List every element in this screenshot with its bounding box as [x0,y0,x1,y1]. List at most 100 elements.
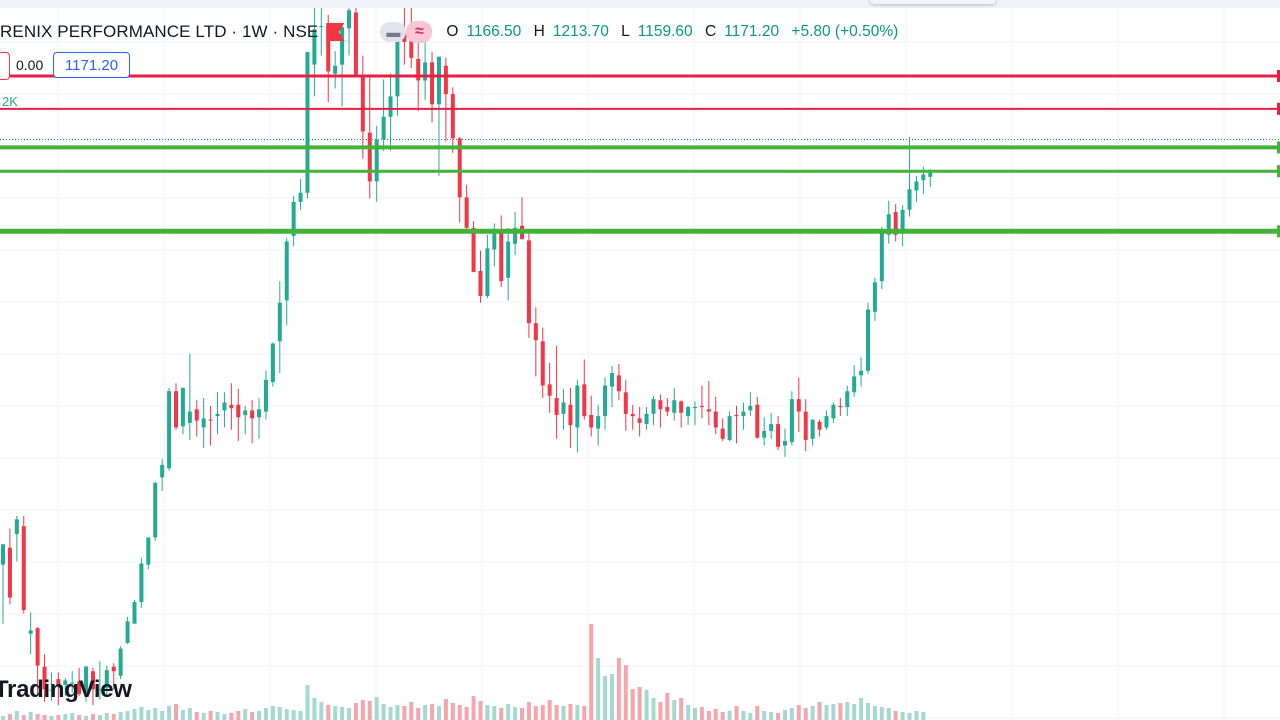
volume-bar [838,703,843,720]
candle-body [782,441,787,446]
volume-bar [21,715,26,720]
volume-bar [748,713,753,720]
level-line-handle [1277,141,1280,154]
volume-bar [167,706,172,720]
candle-body [845,391,850,408]
volume-bar [623,665,628,720]
candle-body [353,12,358,76]
volume-bar [554,705,559,720]
level-line-handle [1277,225,1280,238]
buy-button[interactable]: 1171.20 [53,52,130,78]
low-value: 1159.60 [637,23,693,40]
candle-body [284,241,289,301]
volume-bar [312,698,317,720]
volume-bar [305,685,310,720]
candle-body [866,309,870,371]
candle-body [180,387,185,427]
high-value: 1213.70 [552,23,609,40]
volume-bar [402,706,407,720]
candle-body [125,621,130,643]
candle-body [201,418,206,428]
volume-bar [291,710,296,720]
candle-body [886,214,891,235]
volume-bar [693,708,697,720]
wave-icon[interactable]: ≈ [406,21,433,43]
volume-bar [174,704,178,720]
close-value: 1171.20 [724,23,780,40]
volume-bar [540,705,545,720]
volume-bar [706,711,711,720]
volume-bar [160,711,165,720]
candle-body [84,666,89,694]
candle-body [727,416,732,440]
candle-body [215,413,220,417]
flag-icon[interactable] [326,23,345,41]
volume-label: 2K [2,94,18,109]
candle-body [672,400,677,413]
candle-body [741,411,746,417]
volume-bar [104,713,109,720]
candle-body [651,399,656,414]
candle-body [395,34,400,97]
candle-body [187,411,192,423]
candle-body [852,376,857,393]
volume-bar [395,705,400,720]
volume-bar [921,712,926,720]
candle-body [277,302,282,342]
candle-body [623,392,628,414]
volume-bar [471,696,476,720]
volume-bar [575,705,580,720]
volume-bar [340,707,345,720]
volume-bar [7,714,12,720]
volume-bar [14,711,19,720]
volume-bar [194,712,199,720]
volume-bar [243,709,248,720]
ohlc-values: O 1166.50 H 1213.70 L 1159.60 C 1171.20 +5.8… [446,23,898,41]
candle-body [409,39,414,58]
candle-body [630,413,635,417]
volume-bar [776,713,781,720]
candle-body [35,628,40,666]
sell-button[interactable] [0,52,10,80]
volume-bar [42,715,47,720]
volume-bar [907,713,912,720]
volume-bar [651,698,656,720]
candle-body [879,233,884,282]
volume-bar [859,698,864,720]
candle-body [893,212,898,235]
candle-body [693,407,697,409]
volume-bar [416,708,421,720]
candle-body [658,400,663,410]
volume-bar [208,711,213,720]
volume-bar [872,706,877,720]
volume-bar [886,708,891,720]
candle-body [97,689,102,691]
candle-body [222,402,227,411]
volume-bar [478,701,483,720]
candle-body [547,384,552,396]
candle-body [616,375,621,392]
volume-bar [630,689,635,720]
symbol-title[interactable]: RENIX PERFORMANCE LTD · 1W · NSE [0,22,319,41]
volume-bar [146,710,151,720]
volume-bar [596,658,601,720]
volume-bar [741,711,746,720]
candle-body [430,62,435,105]
volume-bar [118,712,123,720]
volume-bar [782,710,787,720]
candle-body [831,404,836,419]
volume-bar [513,707,518,720]
candle-body [257,409,262,418]
candle-body [167,391,172,469]
candle-body [263,379,268,412]
volume-bar [215,712,220,720]
volume-bar [180,710,185,720]
minus-icon[interactable]: ▬ [380,22,407,42]
candle-body [720,428,725,439]
candle-body [679,401,684,413]
volume-bar [520,708,524,720]
volume-bar [263,708,268,720]
volume-bar [699,707,704,720]
volume-bar [457,705,462,720]
